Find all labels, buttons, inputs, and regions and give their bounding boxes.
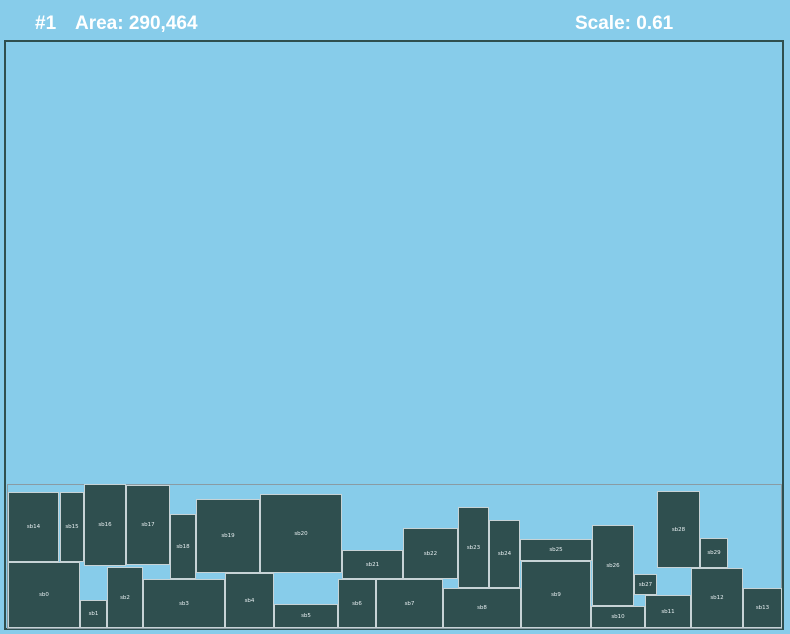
block-sb14[interactable]: sb14 bbox=[8, 492, 59, 562]
block-sb2[interactable]: sb2 bbox=[107, 567, 143, 628]
block-sb28[interactable]: sb28 bbox=[657, 491, 700, 568]
block-sb24[interactable]: sb24 bbox=[489, 520, 520, 588]
block-sb15[interactable]: sb15 bbox=[60, 492, 84, 562]
block-sb3[interactable]: sb3 bbox=[143, 579, 225, 628]
block-sb21[interactable]: sb21 bbox=[342, 550, 403, 579]
scale-readout: Scale: 0.61 bbox=[575, 13, 674, 34]
area-readout: Area: 290,464 bbox=[75, 13, 198, 34]
block-sb12[interactable]: sb12 bbox=[691, 568, 743, 628]
block-sb11[interactable]: sb11 bbox=[645, 595, 691, 628]
board-frame bbox=[4, 40, 784, 630]
block-sb16[interactable]: sb16 bbox=[84, 484, 126, 566]
block-sb6[interactable]: sb6 bbox=[338, 579, 376, 628]
block-sb13[interactable]: sb13 bbox=[743, 588, 782, 628]
block-sb9[interactable]: sb9 bbox=[521, 561, 591, 628]
block-sb7[interactable]: sb7 bbox=[376, 579, 443, 628]
block-sb26[interactable]: sb26 bbox=[592, 525, 634, 606]
block-sb29[interactable]: sb29 bbox=[700, 538, 728, 568]
block-sb27[interactable]: sb27 bbox=[634, 574, 657, 595]
block-sb5[interactable]: sb5 bbox=[274, 604, 338, 628]
block-sb25[interactable]: sb25 bbox=[520, 539, 592, 561]
block-sb1[interactable]: sb1 bbox=[80, 600, 107, 628]
block-sb18[interactable]: sb18 bbox=[170, 514, 196, 579]
block-sb23[interactable]: sb23 bbox=[458, 507, 489, 588]
block-sb0[interactable]: sb0 bbox=[8, 562, 80, 628]
block-sb20[interactable]: sb20 bbox=[260, 494, 342, 573]
block-sb22[interactable]: sb22 bbox=[403, 528, 458, 579]
block-sb4[interactable]: sb4 bbox=[225, 573, 274, 628]
container-outline bbox=[7, 484, 782, 629]
puzzle-index: #1 bbox=[35, 13, 57, 34]
block-sb19[interactable]: sb19 bbox=[196, 499, 260, 573]
block-sb17[interactable]: sb17 bbox=[126, 485, 170, 565]
block-sb10[interactable]: sb10 bbox=[591, 606, 645, 628]
block-sb8[interactable]: sb8 bbox=[443, 588, 521, 628]
